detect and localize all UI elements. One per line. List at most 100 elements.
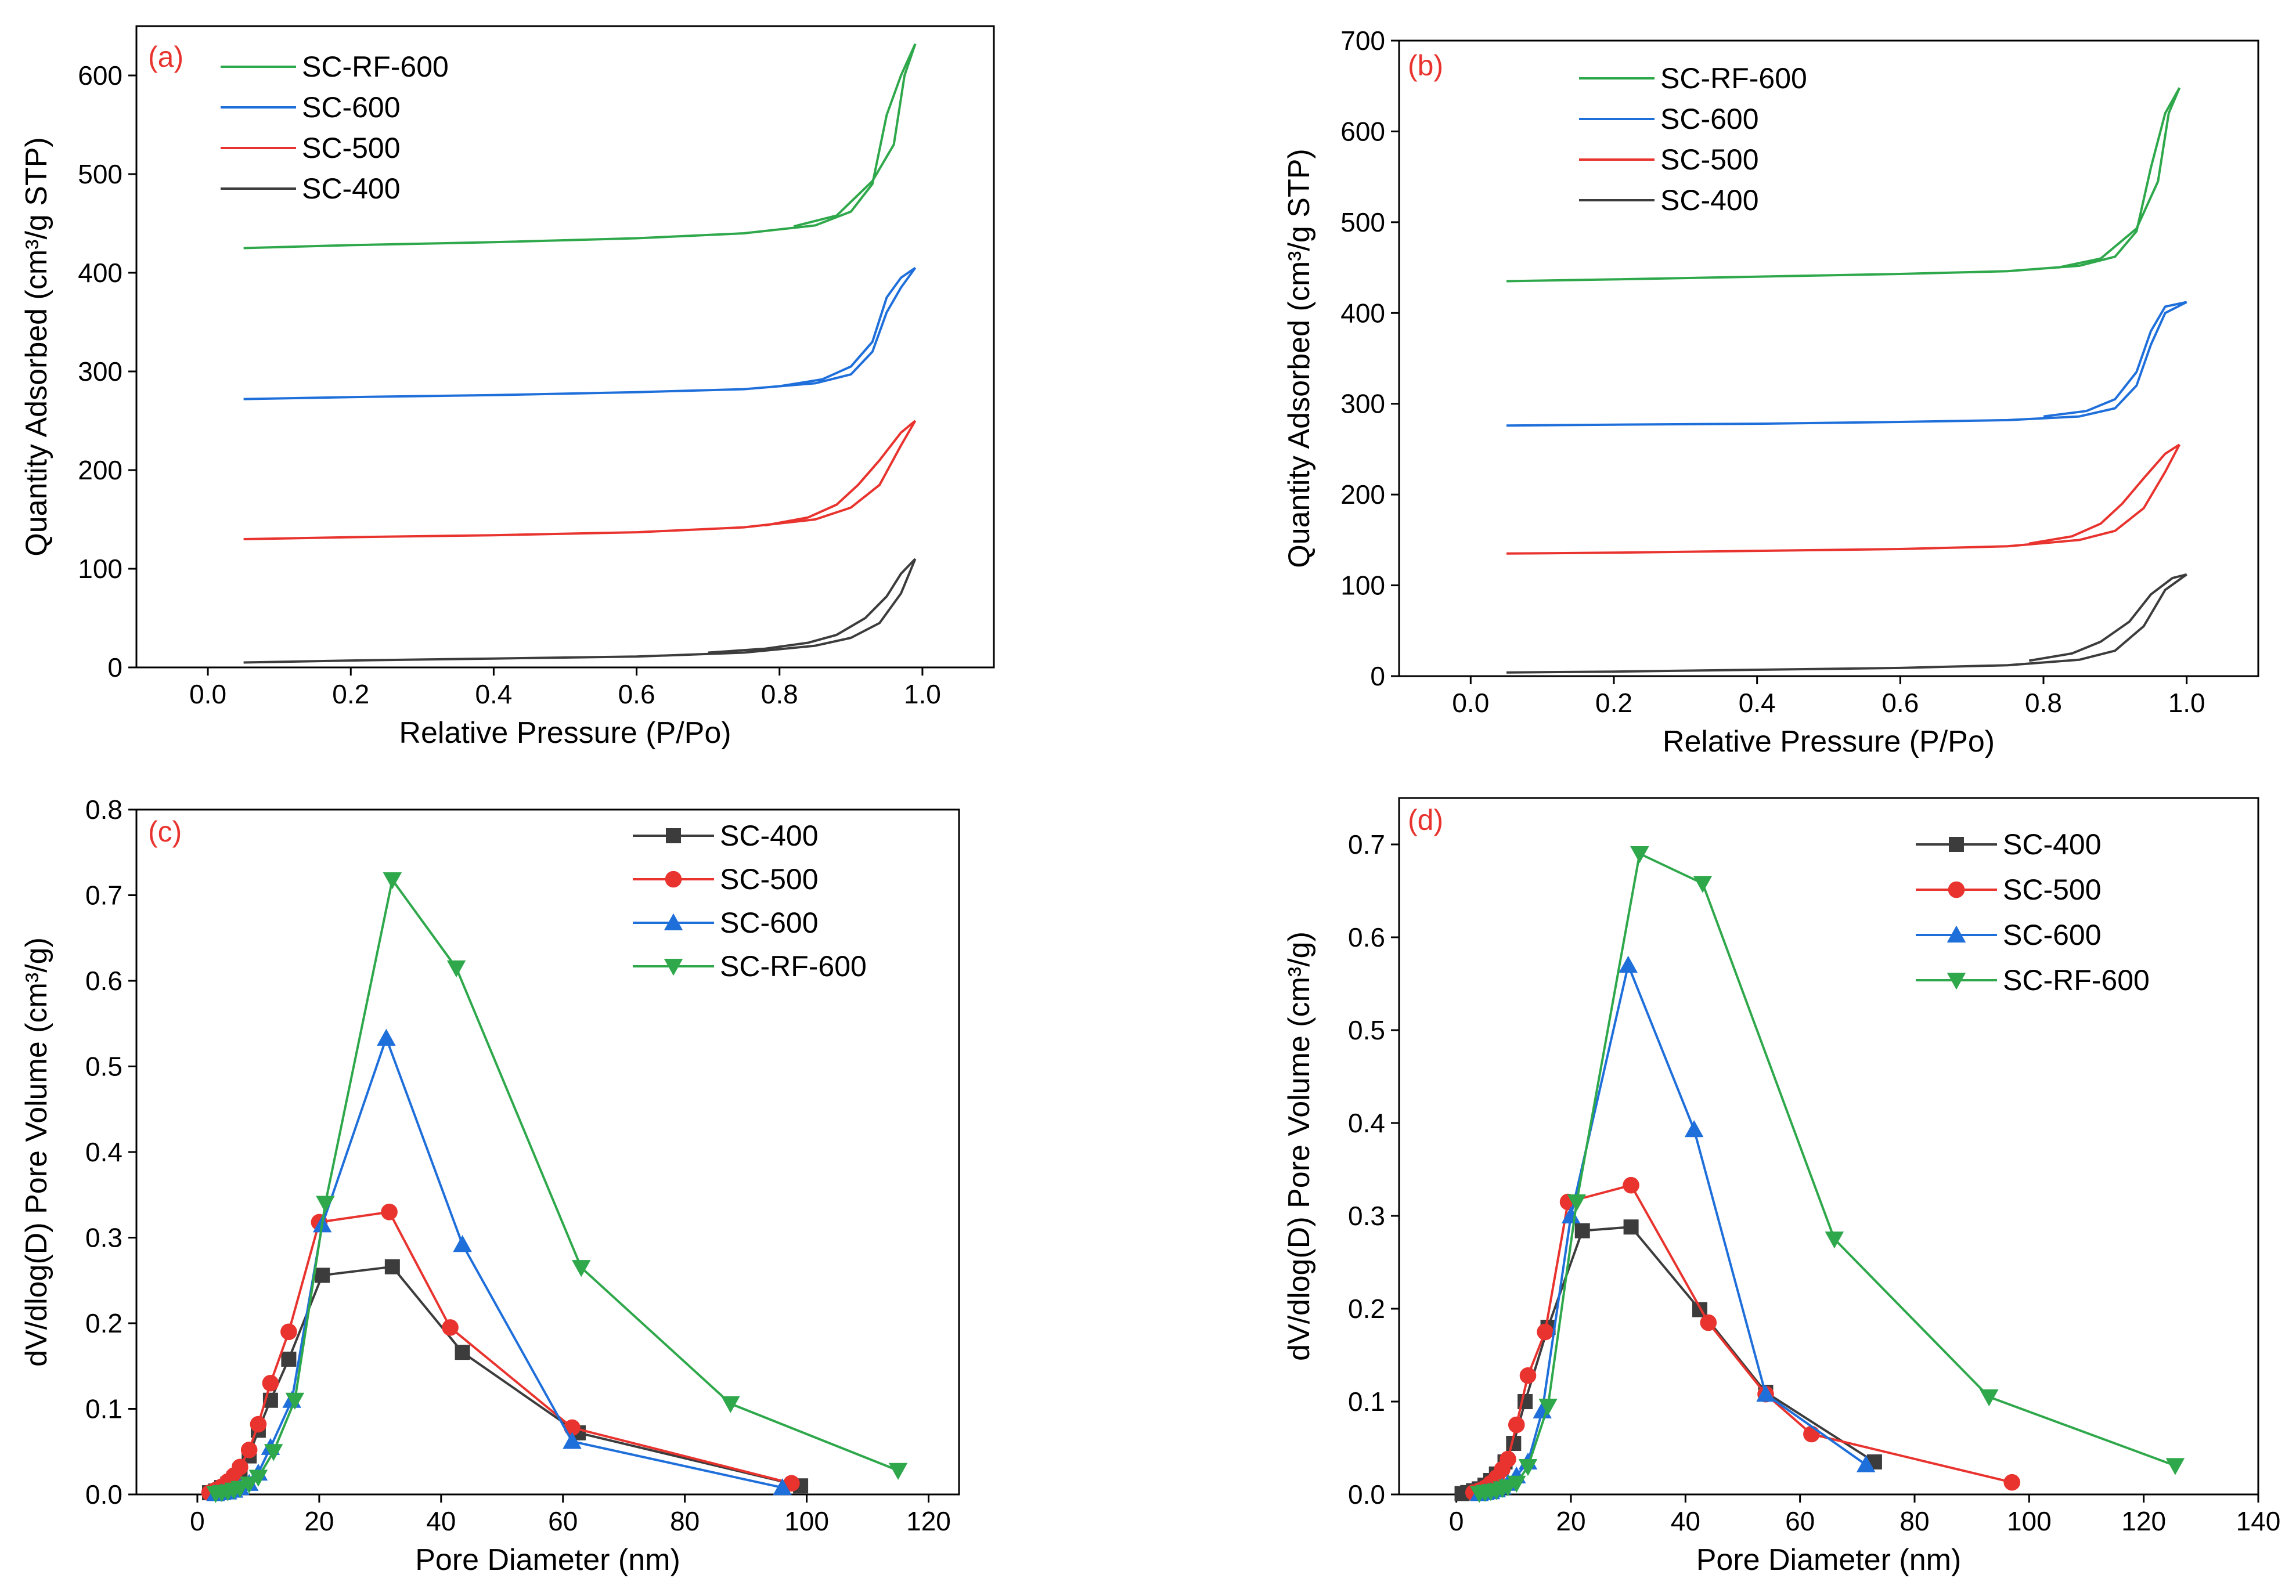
y-tick-label: 400 (1340, 298, 1385, 328)
y-tick-label: 0.4 (1348, 1108, 1385, 1138)
data-point (1619, 955, 1638, 973)
x-tick-label: 0.2 (332, 679, 369, 709)
adsorption-line (1506, 573, 2187, 674)
data-point (381, 1203, 398, 1221)
data-point (316, 1196, 335, 1213)
legend-label: SC-600 (302, 91, 401, 124)
series-sc-500 (243, 420, 917, 540)
adsorption-line (243, 43, 917, 250)
x-axis-label: Pore Diameter (nm) (415, 1543, 680, 1577)
y-tick-label: 0.8 (85, 795, 122, 825)
legend-label: SC-600 (2003, 919, 2102, 951)
legend-marker (664, 959, 683, 976)
data-point (721, 1396, 740, 1413)
data-point (1803, 1425, 1820, 1443)
x-tick-label: 0 (190, 1506, 205, 1536)
legend-marker (1949, 837, 1964, 852)
y-tick-label: 700 (1340, 26, 1385, 56)
y-tick-label: 300 (1340, 389, 1385, 419)
x-tick-label: 0.8 (761, 679, 798, 709)
legend-label: SC-600 (720, 907, 819, 939)
data-point (1756, 1384, 1775, 1402)
data-point (281, 1351, 297, 1367)
data-point (773, 1478, 792, 1496)
x-tick-label: 20 (304, 1506, 334, 1536)
data-point (285, 1392, 305, 1410)
panel-label: (d) (1408, 804, 1443, 836)
y-tick-label: 0.0 (1348, 1479, 1385, 1510)
desorption-line (765, 420, 916, 527)
y-tick-label: 0.6 (1348, 922, 1385, 952)
legend-marker (665, 871, 682, 888)
x-axis-label: Pore Diameter (nm) (1696, 1543, 1962, 1577)
chart-panel-2: 0.0 0.2 0.4 0.6 0.8 1.0 0 100 200 300 400 500 600 700… (1282, 26, 2259, 759)
data-point (1507, 1475, 1526, 1493)
panel-label: (c) (148, 815, 182, 848)
plot-frame (1398, 797, 2259, 1496)
y-tick-label: 100 (78, 554, 122, 584)
legend-marker (1947, 925, 1966, 943)
x-tick-label: 100 (784, 1506, 829, 1536)
legend-label: SC-RF-600 (720, 950, 867, 983)
y-tick-label: 0.3 (85, 1223, 122, 1253)
data-point (262, 1374, 279, 1392)
x-tick-label: 80 (1899, 1506, 1929, 1536)
y-tick-label: 500 (78, 159, 122, 189)
plot-frame (135, 25, 995, 669)
data-point (377, 1028, 396, 1046)
x-tick-label: 100 (2007, 1506, 2052, 1536)
x-tick-label: 40 (1671, 1506, 1700, 1536)
y-axis-label: Quantity Adsorbed (cm³/g STP) (20, 137, 53, 557)
legend: SC-RF-600 SC-600 SC-500 SC-400 (221, 50, 449, 205)
legend-label: SC-RF-600 (2003, 964, 2150, 996)
x-tick-label: 0.2 (1595, 688, 1632, 718)
x-tick-label: 40 (426, 1506, 456, 1536)
x-tick-label: 0.8 (2025, 688, 2062, 718)
y-tick-label: 0.4 (85, 1137, 122, 1167)
legend: SC-RF-600 SC-600 SC-500 SC-400 (1579, 62, 1807, 216)
series-sc-rf-600 (243, 43, 917, 250)
legend-label: SC-400 (2003, 828, 2102, 861)
desorption-line (2028, 443, 2180, 545)
desorption-line (2028, 573, 2187, 662)
x-tick-label: 0.0 (189, 679, 226, 709)
y-tick-label: 0.1 (85, 1394, 122, 1424)
x-tick-label: 20 (1556, 1506, 1585, 1536)
plot-frame (1398, 39, 2259, 677)
legend-label: SC-600 (1660, 103, 1759, 135)
y-tick-label: 200 (78, 455, 122, 485)
series-line (215, 1037, 783, 1495)
x-tick-label: 0.6 (618, 679, 655, 709)
series-sc-rf-600 (1506, 87, 2181, 283)
y-tick-label: 0.6 (85, 966, 122, 996)
data-point (453, 1235, 472, 1252)
data-point (1508, 1416, 1525, 1433)
series-line (209, 1211, 792, 1494)
data-point (1980, 1389, 1999, 1407)
adsorption-line (243, 267, 917, 400)
desorption-line (2043, 301, 2187, 418)
series-sc-400 (243, 558, 917, 664)
desorption-line (793, 43, 917, 228)
x-tick-label: 0.4 (1739, 688, 1776, 718)
data-point (1574, 1223, 1590, 1238)
series-sc-500 (1465, 1176, 2021, 1501)
series-sc-600 (243, 266, 917, 400)
legend: SC-400 SC-500 SC-600 SC-RF-600 (1916, 828, 2150, 996)
data-point (1561, 1206, 1581, 1223)
legend: SC-400 SC-500 SC-600 SC-RF-600 (633, 819, 867, 983)
x-axis-label: Relative Pressure (P/Po) (399, 716, 731, 750)
data-point (232, 1458, 248, 1476)
data-point (1825, 1232, 1844, 1249)
y-tick-label: 400 (78, 258, 122, 288)
x-tick-label: 0.4 (475, 679, 512, 709)
data-point (571, 1260, 591, 1277)
series-sc-rf-600 (206, 872, 908, 1503)
legend-label: SC-400 (1660, 184, 1759, 216)
y-axis-label: Quantity Adsorbed (cm³/g STP) (1282, 149, 1316, 568)
y-tick-label: 600 (1340, 116, 1385, 146)
data-point (250, 1416, 267, 1433)
panel-label: (b) (1408, 49, 1443, 82)
series-sc-600 (206, 1028, 792, 1501)
